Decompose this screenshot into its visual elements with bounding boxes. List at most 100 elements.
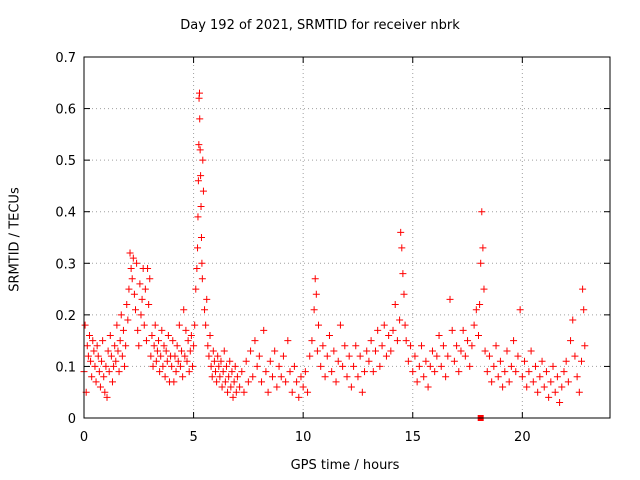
data-point xyxy=(232,388,240,396)
data-point xyxy=(371,347,379,355)
data-point xyxy=(301,368,309,376)
data-point xyxy=(567,337,575,345)
data-point xyxy=(569,316,577,324)
data-point xyxy=(219,368,227,376)
data-point xyxy=(106,331,114,339)
data-point xyxy=(161,373,169,381)
data-point xyxy=(571,352,579,360)
data-point xyxy=(396,316,404,324)
data-point xyxy=(88,373,96,381)
data-point xyxy=(551,388,559,396)
data-point xyxy=(215,362,223,370)
data-point xyxy=(174,357,182,365)
data-point xyxy=(580,306,588,314)
data-point xyxy=(178,347,186,355)
data-point xyxy=(385,331,393,339)
data-point xyxy=(459,326,467,334)
data-point xyxy=(144,264,152,272)
x-tick-label: 0 xyxy=(80,430,88,445)
data-point xyxy=(196,115,204,123)
data-point xyxy=(306,352,314,360)
x-tick-label: 15 xyxy=(404,430,421,445)
y-tick-label: 0.2 xyxy=(55,309,76,324)
plot-frame xyxy=(83,56,611,419)
data-point xyxy=(262,368,270,376)
data-point xyxy=(203,295,211,303)
data-point xyxy=(310,306,318,314)
data-point xyxy=(321,373,329,381)
data-point xyxy=(358,388,366,396)
data-point xyxy=(171,352,179,360)
data-point xyxy=(194,244,202,252)
data-point xyxy=(193,264,201,272)
data-point xyxy=(534,388,542,396)
data-point xyxy=(501,368,509,376)
data-point xyxy=(199,187,207,195)
data-point xyxy=(374,326,382,334)
data-point xyxy=(209,347,217,355)
data-point xyxy=(311,275,319,283)
data-point xyxy=(251,337,259,345)
data-point xyxy=(325,331,333,339)
data-point xyxy=(556,399,564,407)
data-point xyxy=(162,347,170,355)
data-point xyxy=(380,321,388,329)
data-point xyxy=(134,326,142,334)
data-point xyxy=(226,357,234,365)
data-point xyxy=(217,357,225,365)
data-point xyxy=(196,89,204,97)
data-point xyxy=(105,368,113,376)
data-point xyxy=(95,368,103,376)
data-point xyxy=(153,347,161,355)
data-point xyxy=(247,347,255,355)
data-point xyxy=(529,378,537,386)
data-point xyxy=(102,362,110,370)
data-point xyxy=(494,373,502,381)
data-point xyxy=(188,362,196,370)
data-point xyxy=(125,285,133,293)
data-point xyxy=(231,362,239,370)
y-tick-label: 0.1 xyxy=(55,360,76,375)
data-point xyxy=(194,213,202,221)
data-point xyxy=(221,378,229,386)
data-point xyxy=(313,347,321,355)
data-point xyxy=(142,337,150,345)
data-point xyxy=(196,146,204,154)
data-point xyxy=(402,337,410,345)
data-point xyxy=(480,285,488,293)
data-point xyxy=(93,342,101,350)
data-point xyxy=(157,352,165,360)
data-point xyxy=(409,368,417,376)
data-point xyxy=(249,373,257,381)
data-point xyxy=(228,368,236,376)
data-point xyxy=(218,383,226,391)
data-point xyxy=(290,362,298,370)
data-point xyxy=(258,378,266,386)
y-tick-label: 0.3 xyxy=(55,257,76,272)
data-point xyxy=(198,259,206,267)
data-point xyxy=(138,295,146,303)
data-point xyxy=(279,352,287,360)
data-point xyxy=(293,378,301,386)
data-point xyxy=(352,342,360,350)
data-point xyxy=(137,311,145,319)
data-point xyxy=(127,264,135,272)
data-point xyxy=(96,383,104,391)
y-tick-label: 0.7 xyxy=(55,51,76,66)
data-point xyxy=(503,347,511,355)
chart-title: Day 192 of 2021, SRMTID for receiver nbr… xyxy=(180,18,460,33)
data-point xyxy=(260,326,268,334)
data-point xyxy=(398,244,406,252)
data-point xyxy=(282,378,290,386)
data-point xyxy=(336,321,344,329)
data-points xyxy=(80,89,589,421)
data-point xyxy=(148,331,156,339)
data-point xyxy=(399,270,407,278)
data-point xyxy=(255,352,263,360)
data-point xyxy=(190,342,198,350)
data-point xyxy=(334,357,342,365)
data-point xyxy=(481,347,489,355)
data-point xyxy=(369,368,377,376)
data-point xyxy=(378,342,386,350)
data-point xyxy=(169,337,177,345)
